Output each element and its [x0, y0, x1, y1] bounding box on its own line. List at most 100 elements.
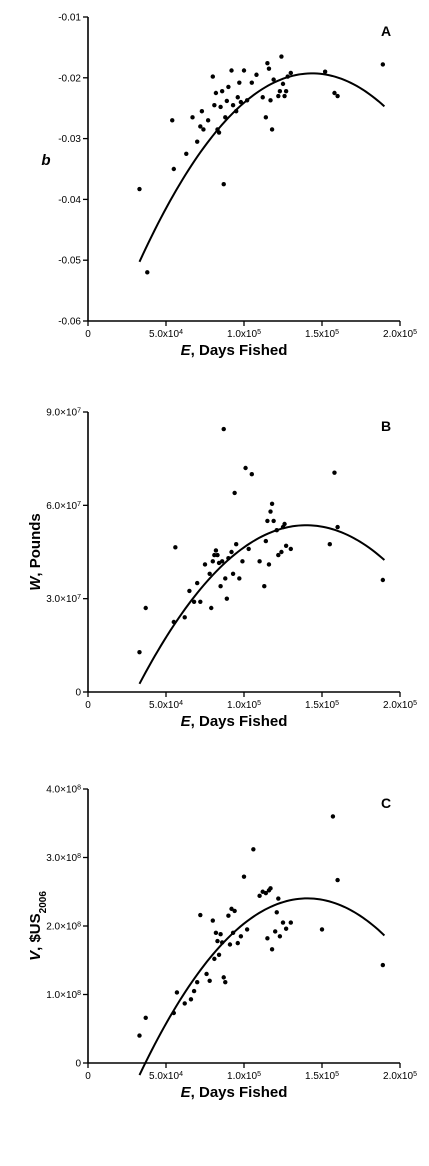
- data-point: [210, 74, 215, 79]
- x-axis-title: E, Days Fished: [181, 1084, 288, 1101]
- data-point: [235, 940, 240, 946]
- data-point: [269, 501, 275, 506]
- data-point: [198, 912, 203, 918]
- panel-b: 0 5.0x104 1.0x105 1.5x105 2.0x105 0 3.0×107 6.0…: [27, 407, 417, 730]
- y-tick-label: -0.02: [58, 73, 81, 84]
- y-axis-title: b: [41, 152, 50, 169]
- data-point: [191, 988, 197, 994]
- fit-curve: [138, 897, 386, 1076]
- x-tick-label: 2.0x105: [383, 700, 417, 712]
- y-tick-label: 9.0×107: [46, 407, 81, 419]
- data-point: [274, 528, 279, 533]
- data-point: [244, 927, 250, 932]
- x-tick-label: 5.0x104: [149, 329, 183, 341]
- data-point: [210, 918, 215, 923]
- y-axis-title: W, Pounds: [27, 513, 44, 591]
- data-point: [330, 814, 336, 819]
- data-point: [218, 932, 223, 937]
- data-point: [283, 926, 289, 931]
- data-point: [234, 542, 239, 547]
- data-point: [143, 1015, 148, 1020]
- panel-a: 0 5.0x104 1.0x105 1.5x105 2.0x105 -0.06 -0.05 -…: [41, 13, 417, 360]
- data-point: [187, 588, 192, 594]
- data-point: [276, 896, 281, 901]
- y-tick-label: 0: [75, 688, 81, 699]
- data-point: [241, 68, 247, 73]
- data-point: [171, 1010, 176, 1016]
- data-point: [212, 552, 217, 558]
- data-point: [249, 472, 254, 477]
- data-point: [198, 124, 203, 129]
- data-point: [232, 908, 237, 914]
- panel-label: A: [381, 23, 391, 39]
- data-point: [213, 90, 219, 96]
- x-tick-label: 5.0x104: [149, 1071, 183, 1083]
- data-point: [229, 68, 234, 73]
- x-tick-label: 2.0x105: [383, 1071, 417, 1083]
- data-point: [235, 95, 240, 100]
- data-point: [237, 80, 242, 85]
- data-point: [263, 115, 269, 120]
- data-point: [257, 893, 262, 899]
- data-point: [254, 72, 259, 77]
- data-point: [184, 151, 189, 156]
- data-point: [207, 978, 212, 983]
- data-point: [218, 584, 223, 589]
- data-point: [279, 54, 284, 59]
- data-point: [283, 88, 289, 94]
- data-point: [198, 599, 203, 604]
- data-point: [332, 470, 337, 475]
- data-point: [271, 518, 276, 524]
- data-point: [271, 77, 276, 82]
- data-point: [182, 1001, 187, 1006]
- data-point: [145, 270, 150, 275]
- x-tick-label: 1.5x105: [305, 329, 339, 341]
- data-point: [230, 930, 236, 936]
- data-point: [288, 920, 293, 925]
- data-point: [171, 166, 176, 172]
- data-point: [262, 584, 267, 589]
- data-point: [288, 546, 293, 552]
- data-point: [219, 88, 225, 94]
- data-point: [266, 562, 272, 567]
- y-tick-label: -0.03: [58, 134, 81, 145]
- data-point: [257, 559, 262, 564]
- data-point: [195, 139, 200, 144]
- x-axis-title: E, Days Fished: [181, 342, 288, 359]
- data-point: [190, 115, 195, 120]
- data-point: [223, 115, 228, 120]
- y-tick-label: 3.0×108: [46, 853, 81, 865]
- data-point: [170, 118, 175, 123]
- data-point: [282, 521, 287, 527]
- data-point: [269, 947, 275, 952]
- data-point: [280, 920, 286, 925]
- data-point: [288, 70, 293, 76]
- data-point: [268, 98, 273, 103]
- data-point: [229, 906, 234, 912]
- data-point: [230, 571, 236, 576]
- data-point: [195, 979, 200, 985]
- y-tick-label: -0.06: [58, 317, 81, 328]
- data-point: [215, 938, 220, 944]
- data-point: [207, 571, 212, 576]
- data-point: [209, 605, 214, 611]
- x-tick-label: 1.5x105: [305, 1071, 339, 1083]
- y-tick-label: -0.05: [58, 256, 81, 267]
- data-point: [319, 927, 325, 932]
- data-point: [216, 130, 222, 135]
- data-point: [282, 93, 287, 99]
- data-point: [277, 88, 283, 94]
- data-point: [263, 890, 269, 896]
- x-tick-label: 0: [85, 1071, 91, 1082]
- data-point: [335, 877, 340, 883]
- data-point: [269, 127, 275, 132]
- data-point: [279, 549, 284, 555]
- data-point: [260, 95, 265, 100]
- data-point: [229, 549, 234, 555]
- data-point: [240, 559, 245, 564]
- fit-curve: [138, 524, 386, 685]
- data-point: [335, 93, 340, 99]
- data-point: [137, 649, 142, 655]
- data-point: [322, 69, 328, 74]
- data-point: [227, 942, 233, 947]
